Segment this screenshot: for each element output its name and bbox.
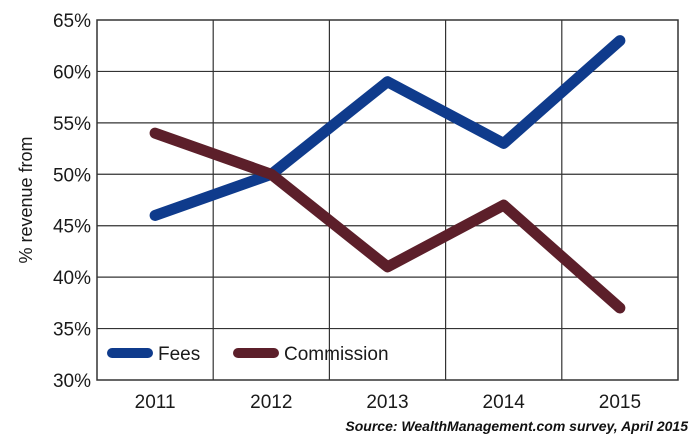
x-tick-label: 2014 bbox=[483, 392, 526, 413]
x-tick-label: 2013 bbox=[366, 392, 408, 413]
y-tick-label: 60% bbox=[53, 62, 91, 83]
y-tick-label: 45% bbox=[53, 217, 91, 238]
series-line-fees bbox=[149, 35, 626, 221]
source-note: Source: WealthManagement.com survey, Apr… bbox=[345, 418, 688, 434]
x-tick-labels: 2011 2012 2013 2014 2015 bbox=[135, 392, 641, 413]
series-line-commission bbox=[149, 127, 626, 314]
legend: Fees Commission bbox=[107, 344, 389, 365]
y-tick-label: 35% bbox=[53, 320, 91, 341]
y-tick-label: 40% bbox=[53, 268, 91, 289]
series-lines bbox=[149, 35, 626, 314]
x-tick-label: 2011 bbox=[135, 392, 176, 413]
y-tick-labels: 30% 35% 40% 45% 50% 55% 60% 65% bbox=[53, 11, 91, 392]
y-tick-label: 30% bbox=[53, 371, 91, 392]
y-axis-label: % revenue from bbox=[16, 136, 36, 263]
x-tick-label: 2015 bbox=[599, 392, 641, 413]
legend-label: Commission bbox=[284, 344, 389, 365]
y-tick-label: 55% bbox=[53, 114, 91, 135]
y-tick-label: 50% bbox=[53, 165, 91, 186]
y-tick-label: 65% bbox=[53, 11, 91, 32]
x-tick-label: 2012 bbox=[250, 392, 292, 413]
legend-label: Fees bbox=[158, 344, 200, 365]
